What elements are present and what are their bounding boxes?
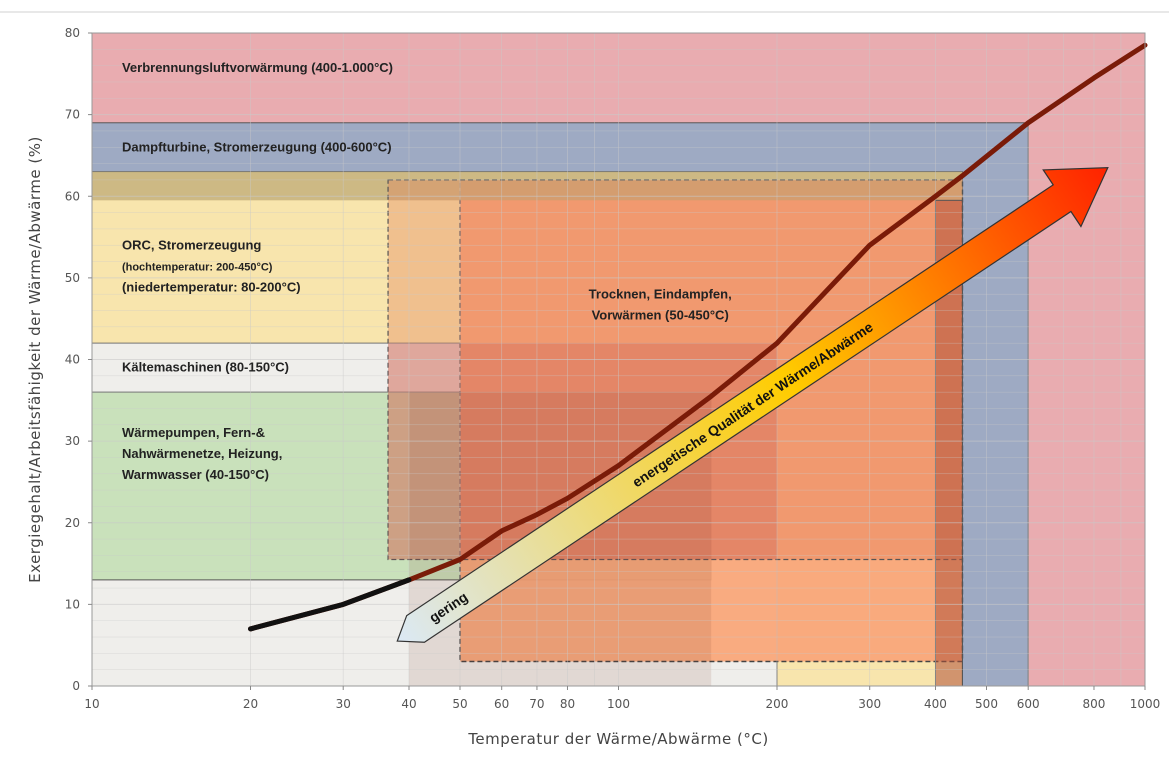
x-tick-label: 30 [336,697,351,711]
y-tick-label: 70 [65,108,80,122]
y-tick-label: 50 [65,271,80,285]
region-label-orc: ORC, Stromerzeugung [122,237,261,252]
region-label-orc: (niedertemperatur: 80-200°C) [122,279,301,294]
region-label-orc: (hochtemperatur: 200-450°C) [122,261,273,273]
x-tick-label: 70 [529,697,544,711]
axes: 10 20 30 40 50 60 70 80 100 200 300 400 500 600 800 100… [65,26,1161,711]
x-tick-label: 20 [243,697,258,711]
band-overlap [387,179,964,561]
y-tick-label: 30 [65,434,80,448]
region-label-dampf: Dampfturbine, Stromerzeugung (400-600°C) [122,139,392,154]
y-tick-label: 80 [65,26,80,40]
x-tick-label: 50 [452,697,467,711]
x-tick-label: 60 [494,697,509,711]
region-label-kaelte: Kältemaschinen (80-150°C) [122,360,289,375]
x-tick-label: 100 [607,697,630,711]
x-tick-label: 1000 [1130,697,1161,711]
region-label-waerme: Warmwasser (40-150°C) [122,467,269,482]
x-tick-label: 80 [560,697,575,711]
quality-arrow-body [396,167,1109,643]
x-axis-title: Temperatur der Wärme/Abwärme (°C) [467,730,768,748]
x-tick-label: 300 [858,697,881,711]
y-tick-label: 40 [65,353,80,367]
y-tick-label: 20 [65,516,80,530]
exergy-curve [248,42,1148,632]
exergy-curve-start [248,577,412,632]
region-label-trocknen: Trocknen, Eindampfen, [589,286,732,301]
region-label-trocknen: Vorwärmen (50-450°C) [592,307,729,322]
x-tick-label: 500 [975,697,998,711]
region-label-waerme: Wärmepumpen, Fern-& [122,425,265,440]
exergy-curve-layer [248,42,1148,632]
x-tick-label: 10 [84,697,99,711]
x-tick-label: 800 [1083,697,1106,711]
region-label-verbrennung: Verbrennungsluftvorwärmung (400-1.000°C) [122,60,393,75]
y-tick-label: 10 [65,597,80,611]
region-labels: Verbrennungsluftvorwärmung (400-1.000°C)… [122,60,732,482]
x-tick-label: 40 [401,697,416,711]
region-label-waerme: Nahwärmenetze, Heizung, [122,446,282,461]
x-tick-label: 200 [766,697,789,711]
y-tick-label: 60 [65,189,80,203]
y-tick-label: 0 [72,679,80,693]
x-tick-label: 400 [924,697,947,711]
x-tick-label: 600 [1017,697,1040,711]
y-axis-title: Exergiegehalt/Arbeitsfähigkeit der Wärme… [26,136,44,583]
band-orc-top [92,171,963,201]
